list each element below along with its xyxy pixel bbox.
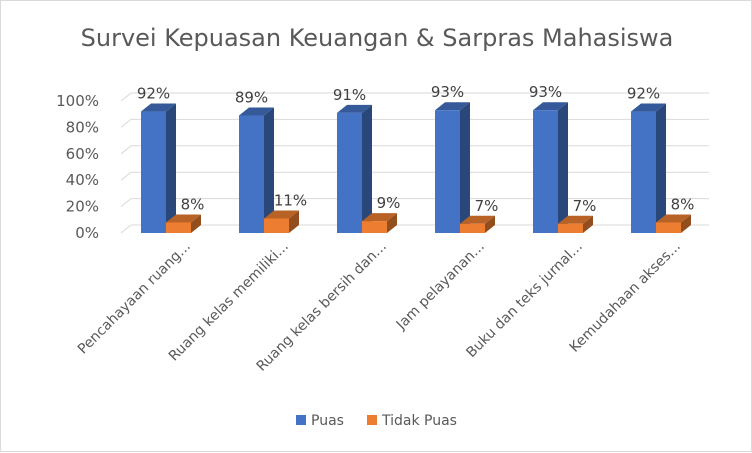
bar-side xyxy=(656,103,666,233)
data-label: 93% xyxy=(529,83,562,101)
bar-side xyxy=(166,103,176,233)
y-tick-label: 40% xyxy=(66,171,99,189)
data-label: 89% xyxy=(235,89,268,107)
data-label: 92% xyxy=(627,85,660,103)
bar-front xyxy=(656,222,681,233)
bar-puas xyxy=(239,107,274,233)
bar-top xyxy=(264,210,299,219)
legend-label: Puas xyxy=(311,413,344,429)
gridline-depth xyxy=(120,224,132,234)
data-label: 92% xyxy=(137,85,170,103)
x-axis-categories: Pencahayaan ruang...Ruang kelas memiliki… xyxy=(75,239,684,375)
x-category-label: Kemudahaan akses... xyxy=(567,239,684,356)
gridlines xyxy=(120,92,709,234)
bar-side xyxy=(583,215,593,233)
bar-side xyxy=(289,210,299,233)
bar-front xyxy=(460,223,485,233)
bar-top xyxy=(460,215,495,224)
bar-puas xyxy=(435,102,470,234)
data-label: 7% xyxy=(573,197,597,215)
bar-side xyxy=(558,102,568,234)
bar-side xyxy=(681,214,691,233)
bar-side xyxy=(264,107,274,233)
y-tick-label: 20% xyxy=(66,198,99,216)
gridline-depth xyxy=(120,92,132,102)
bar-tidak-puas xyxy=(558,215,593,233)
data-label: 7% xyxy=(475,197,499,215)
bar-front xyxy=(141,111,166,233)
bar-top xyxy=(337,104,372,113)
y-tick-label: 100% xyxy=(56,92,99,110)
x-category-label: Jam pelayanan... xyxy=(393,239,488,334)
data-label: 9% xyxy=(377,194,401,212)
gridline-depth xyxy=(120,198,132,207)
bar-tidak-puas xyxy=(166,214,201,233)
bar-puas xyxy=(337,104,372,233)
bar-top xyxy=(656,214,691,223)
bar-top xyxy=(239,107,274,116)
bar-tidak-puas xyxy=(656,214,691,233)
bar-top xyxy=(533,102,568,111)
legend-swatch xyxy=(367,415,377,425)
bar-puas xyxy=(533,102,568,234)
bar-front xyxy=(558,223,583,233)
bar-top xyxy=(362,213,397,222)
bar-front xyxy=(631,111,656,233)
bar-front xyxy=(435,110,460,233)
bar-puas xyxy=(141,103,176,233)
gridline-depth xyxy=(120,171,132,181)
data-label: 8% xyxy=(181,195,205,213)
data-label: 8% xyxy=(671,195,695,213)
bar-tidak-puas xyxy=(460,215,495,233)
data-label: 11% xyxy=(274,191,307,209)
bar-front xyxy=(337,112,362,233)
bar-side xyxy=(191,214,201,233)
bar-front xyxy=(166,222,191,233)
data-label: 93% xyxy=(431,83,464,101)
x-category-label: Pencahayaan ruang... xyxy=(75,239,194,358)
bar-side xyxy=(460,102,470,234)
bar-side xyxy=(387,213,397,233)
y-tick-label: 60% xyxy=(66,145,99,163)
y-axis-ticks: 0% 20% 40% 60% 80% 100% xyxy=(56,92,99,242)
y-tick-label: 0% xyxy=(75,224,99,242)
legend: Puas Tidak Puas xyxy=(296,413,457,429)
bar-top xyxy=(558,215,593,224)
chart-title: Survei Kepuasan Keuangan & Sarpras Mahas… xyxy=(81,24,674,52)
bar-tidak-puas xyxy=(264,210,299,233)
bar-series: 92% 8% 89% 11% 91% 9% 93% 7% 93% 7% 92% 8% xyxy=(137,83,695,234)
data-label: 91% xyxy=(333,86,366,104)
bar-tidak-puas xyxy=(362,213,397,233)
gridline-depth xyxy=(120,145,132,155)
bar-top xyxy=(435,102,470,111)
bar-front xyxy=(533,110,558,233)
bar-top xyxy=(166,214,201,223)
bar-puas xyxy=(631,103,666,233)
bar-front xyxy=(239,115,264,233)
bar-top xyxy=(631,103,666,112)
bar-front xyxy=(264,218,289,233)
legend-swatch xyxy=(296,415,306,425)
bar-side xyxy=(485,215,495,233)
bar-side xyxy=(362,104,372,233)
bar-top xyxy=(141,103,176,112)
gridline-depth xyxy=(120,119,132,128)
bar-front xyxy=(362,221,387,233)
legend-label: Tidak Puas xyxy=(381,413,457,429)
y-tick-label: 80% xyxy=(66,118,99,136)
